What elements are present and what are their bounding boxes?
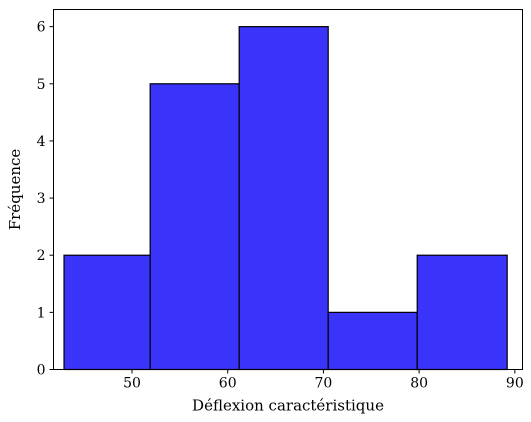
histogram-bar — [327, 311, 418, 371]
x-tick-label: 60 — [219, 376, 237, 392]
x-tick-label: 80 — [410, 376, 428, 392]
y-tick-label: 1 — [37, 305, 46, 321]
y-tick-label: 5 — [37, 77, 46, 93]
histogram-bar — [238, 26, 329, 371]
histogram-bar — [63, 254, 151, 371]
x-axis-ticks: 50 60 70 80 90 — [123, 369, 524, 392]
y-tick-label: 4 — [37, 134, 46, 150]
y-tick-label: 3 — [37, 191, 46, 207]
plot-frame — [53, 9, 523, 370]
y-tick-label: 0 — [37, 363, 46, 379]
y-axis-label: Fréquence — [6, 149, 24, 231]
x-tick-label: 50 — [123, 376, 141, 392]
y-axis-ticks: 0 1 2 3 4 5 6 — [37, 20, 54, 379]
histogram-bar — [149, 83, 240, 371]
bars-group — [63, 26, 508, 371]
histogram-bar — [416, 254, 508, 371]
y-tick-label: 6 — [37, 20, 46, 36]
y-tick-label: 2 — [37, 248, 46, 264]
x-axis-label: Déflexion caractéristique — [192, 397, 384, 415]
x-tick-label: 90 — [506, 376, 524, 392]
x-tick-label: 70 — [315, 376, 333, 392]
